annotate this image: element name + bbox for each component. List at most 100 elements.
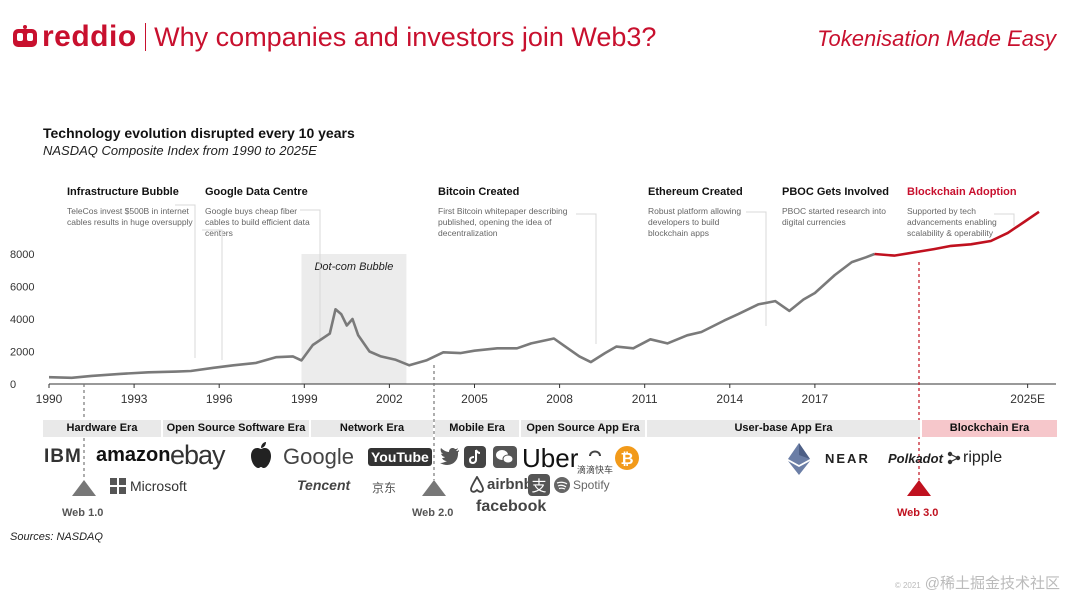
didi-logo: 滴滴快车 (577, 445, 613, 476)
event-desc: Robust platform allowing developers to b… (648, 206, 742, 238)
era-open-source-app: Open Source App Era (521, 420, 645, 437)
x-tick-label: 1999 (291, 392, 318, 406)
web2-label: Web 2.0 (412, 507, 454, 519)
event-leader-line (746, 211, 767, 326)
spotify-logo: Spotify (554, 477, 610, 493)
web3-triangle-icon (907, 480, 931, 496)
nasdaq-projection-line (874, 210, 1040, 257)
watermark: © 2021 @稀土掘金技术社区 (895, 572, 1060, 593)
event-leader-line (576, 213, 597, 344)
era-blockchain: Blockchain Era (922, 420, 1057, 437)
watermark-year: © 2021 (894, 581, 921, 590)
era-bar: Hardware Era Open Source Software Era Ne… (43, 420, 1057, 437)
era-open-source-software: Open Source Software Era (163, 420, 309, 437)
didi-icon (589, 450, 601, 457)
ibm-logo: IBM (44, 446, 82, 467)
event-leader-line (202, 229, 223, 360)
ripple-logo: ripple (947, 449, 1002, 467)
x-tick-label: 2025E (1010, 392, 1045, 406)
event-desc: PBOC started research into digital curre… (782, 206, 886, 227)
event-title: Ethereum Created (648, 186, 743, 198)
dotcom-bubble-region (301, 254, 407, 384)
milestone-web2 (422, 480, 446, 501)
amazon-logo: amazon (96, 444, 171, 466)
brand-header: reddio Why companies and investors join … (12, 20, 656, 54)
tagline: Tokenisation Made Easy (817, 26, 1056, 51)
event-desc: Supported by tech advancements enabling … (907, 206, 997, 238)
svg-text:₿: ₿ (620, 450, 633, 468)
youtube-wordmark: YouTube (368, 448, 432, 466)
header-divider (144, 23, 147, 51)
event-infrastructure-bubble: Infrastructure Bubble TeleCos invest $50… (67, 186, 197, 228)
x-tick-label: 2005 (461, 392, 488, 406)
x-tick-label: 2011 (632, 392, 658, 406)
event-leader-line (300, 209, 321, 340)
era-mobile: Mobile Era (435, 420, 519, 437)
airbnb-icon (470, 476, 484, 493)
polkadot-logo: Polkadot (888, 451, 943, 466)
microsoft-icon (110, 478, 126, 494)
airbnb-logo: airbnb (487, 476, 533, 493)
sources-note: Sources: NASDAQ (10, 531, 103, 543)
jd-logo: 京东 (372, 481, 397, 495)
web1-label: Web 1.0 (62, 507, 104, 519)
twitter-icon (440, 448, 459, 465)
ethereum-icon (788, 443, 810, 475)
event-ethereum-created: Ethereum Created Robust platform allowin… (648, 186, 758, 239)
near-logo: NEAR (825, 451, 870, 466)
event-leader-line (994, 213, 1015, 226)
page-title: Why companies and investors join Web3? (154, 21, 657, 52)
nasdaq-historical-line (48, 252, 875, 380)
microsoft-logo: Microsoft (110, 478, 187, 494)
event-bitcoin-created: Bitcoin Created First Bitcoin whitepaper… (438, 186, 578, 239)
web1-triangle-icon (72, 480, 96, 496)
chart-subtitle: NASDAQ Composite Index from 1990 to 2025… (43, 143, 317, 158)
spotify-wordmark: Spotify (573, 478, 610, 492)
reddio-logo-icon (13, 25, 37, 47)
didi-wordmark: 滴滴快车 (577, 465, 614, 475)
x-tick-label: 2014 (716, 392, 743, 406)
event-pboc-involved: PBOC Gets Involved PBOC started research… (782, 186, 892, 228)
milestone-web3 (907, 480, 931, 501)
x-tick-label: 1990 (36, 392, 63, 406)
uber-logo: Uber (522, 443, 579, 473)
wechat-icon (493, 446, 517, 468)
apple-icon (251, 442, 271, 468)
event-desc: Google buys cheap fiber cables to build … (205, 206, 310, 238)
x-tick-label: 2008 (546, 392, 573, 406)
y-tick-label: 4000 (10, 314, 34, 326)
tencent-logo: Tencent (297, 477, 351, 493)
x-tick-label: 2002 (376, 392, 403, 406)
x-tick-label: 2017 (802, 392, 829, 406)
bitcoin-icon: ₿ (615, 446, 639, 470)
facebook-wordmark: facebook (476, 498, 547, 515)
google-logo: Google (283, 444, 354, 469)
x-tick-label: 1993 (121, 392, 148, 406)
brand-name: reddio (42, 20, 137, 53)
event-leader-line (175, 204, 196, 358)
microsoft-wordmark: Microsoft (130, 478, 187, 494)
y-tick-label: 8000 (10, 249, 34, 261)
youtube-logo: YouTube (368, 448, 432, 466)
y-tick-label: 2000 (10, 347, 34, 359)
event-title: Google Data Centre (205, 186, 308, 198)
facebook-logo: facebook (476, 498, 546, 516)
svg-text:支: 支 (531, 478, 546, 495)
event-title: Bitcoin Created (438, 186, 520, 198)
ebay-logo: ebay (170, 440, 226, 470)
web3-label: Web 3.0 (897, 507, 939, 519)
milestone-web1 (72, 480, 96, 501)
y-tick-label: 6000 (10, 282, 34, 294)
tiktok-icon (464, 446, 486, 468)
dotcom-bubble-label: Dot-com Bubble (314, 261, 393, 273)
event-desc: First Bitcoin whitepaper describing publ… (438, 206, 568, 238)
watermark-text: @稀土掘金技术社区 (924, 575, 1060, 592)
event-title: PBOC Gets Involved (782, 186, 889, 198)
era-user-base-app: User-base App Era (647, 420, 920, 437)
event-title: Infrastructure Bubble (67, 186, 179, 198)
event-blockchain-adoption: Blockchain Adoption Supported by tech ad… (907, 186, 1022, 239)
web2-triangle-icon (422, 480, 446, 496)
chart-title: Technology evolution disrupted every 10 … (43, 125, 355, 141)
event-desc: TeleCos invest $500B in internet cables … (67, 206, 193, 227)
